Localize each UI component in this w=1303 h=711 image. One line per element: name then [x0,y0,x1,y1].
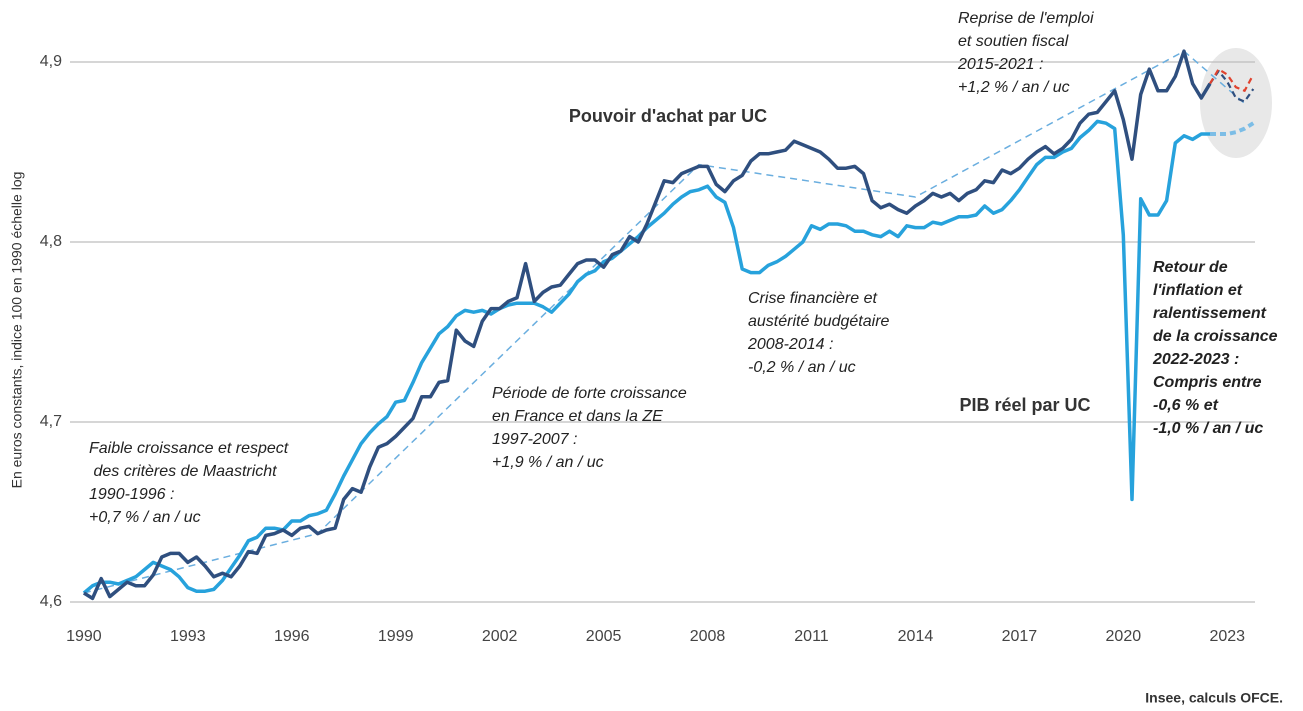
forecast-highlight [1200,48,1272,158]
annotation: de la croissance [1153,328,1278,345]
x-tick-label: 1993 [170,628,206,645]
annotation: et soutien fiscal [958,33,1069,50]
forecast-line [1209,68,1255,92]
x-tick-label: 2011 [794,628,829,645]
trend-line [83,50,1246,594]
source: Insee, calculs OFCE. [1145,690,1283,706]
annotation: +0,7 % / an / uc [89,509,201,526]
y-tick-label: 4,6 [40,593,62,610]
annotation: 1997-2007 : [492,431,577,448]
x-tick-label: 2014 [898,628,934,645]
annotation: l'inflation et [1153,282,1243,299]
x-tick-label: 2005 [586,628,622,645]
x-tick-label: 1996 [274,628,310,645]
x-tick-label: 2008 [690,628,726,645]
annotation: Retour de [1153,259,1228,276]
annotation: 2022-2023 : [1152,351,1239,368]
annotation: austérité budgétaire [748,313,890,330]
y-axis-title: En euros constants, indice 100 en 1990 é… [9,172,25,489]
annotation: 2008-2014 : [747,336,833,353]
x-tick-label: 1990 [66,628,102,645]
x-tick-label: 2017 [1002,628,1038,645]
x-tick-label: 2002 [482,628,518,645]
series-label: PIB réel par UC [959,395,1090,415]
annotation: 1990-1996 : [89,486,174,503]
annotation: Crise financière et [748,290,878,307]
annotation: +1,9 % / an / uc [492,454,604,471]
annotation: -0,6 % et [1153,397,1219,414]
annotation: 2015-2021 : [957,56,1043,73]
x-tick-label: 2023 [1209,628,1245,645]
annotation: en France et dans la ZE [492,408,663,425]
x-tick-label: 2020 [1106,628,1142,645]
series-label: Pouvoir d'achat par UC [569,106,767,126]
annotation: Compris entre [1153,374,1262,391]
annotation: Faible croissance et respect [89,440,289,457]
annotation: -0,2 % / an / uc [748,359,856,376]
series-line [82,49,1212,601]
y-tick-label: 4,8 [40,233,62,250]
annotation: ralentissement [1153,305,1267,322]
series-line [82,119,1210,595]
annotation: Reprise de l'emploi [958,10,1094,27]
forecast-line [1210,121,1255,136]
annotation: +1,2 % / an / uc [958,79,1070,96]
annotation: Période de forte croissance [492,385,687,402]
y-tick-label: 4,7 [40,413,62,430]
x-tick-label: 1999 [378,628,414,645]
annotation: des critères de Maastricht [89,463,277,480]
annotation: -1,0 % / an / uc [1153,420,1263,437]
y-tick-label: 4,9 [40,53,62,70]
